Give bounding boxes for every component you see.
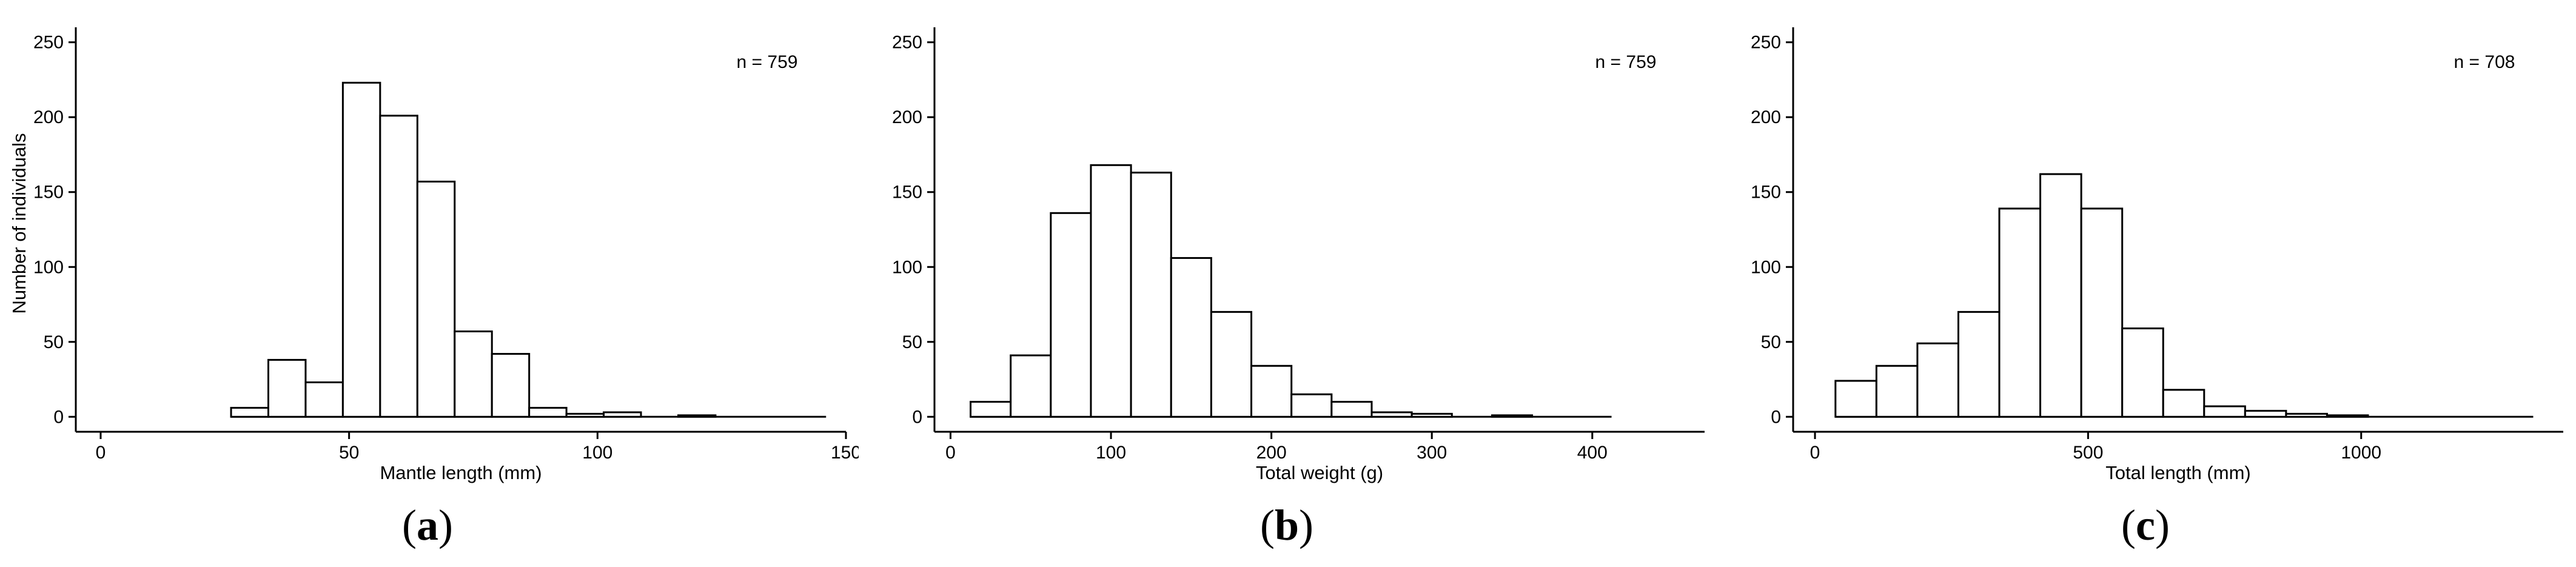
x-axis-title: Total length (mm) <box>2105 462 2250 483</box>
histogram-bar <box>528 406 568 418</box>
histogram-bar <box>1210 310 1253 418</box>
histogram-bar <box>1090 164 1132 418</box>
panel-label-b-letter: b <box>1274 501 1300 549</box>
sample-size-annotation: n = 708 <box>2454 52 2515 72</box>
histogram-bar <box>1130 172 1172 418</box>
histogram-panel-c: 0 50 100 150 200 250 0 500 1000 Total length (mm)… <box>1751 27 2563 483</box>
histogram-bar <box>2203 405 2246 418</box>
x-tick-label: 100 <box>1096 443 1126 463</box>
histogram-bar <box>1410 412 1453 418</box>
y-tick-label: 250 <box>892 33 922 53</box>
x-tick-label: 0 <box>1810 443 1820 463</box>
histogram-panel-a: 0 50 100 150 200 250 0 50 100 150 Mantle length (m… <box>8 27 859 483</box>
histogram-bar <box>1834 380 1877 418</box>
y-tick-label: 100 <box>1751 257 1781 277</box>
y-tick-label: 100 <box>33 257 64 277</box>
histogram-bar <box>1050 212 1092 418</box>
histogram-bar <box>1010 354 1052 418</box>
histogram-bar <box>491 353 531 418</box>
histogram-bar <box>230 406 270 418</box>
panel-label-b: (b) <box>1259 501 1313 549</box>
histogram-bar <box>1875 364 1919 418</box>
histogram-bar <box>1957 310 2001 418</box>
histogram-bar <box>2039 173 2082 418</box>
x-tick-label: 50 <box>339 443 359 463</box>
x-tick-label: 1000 <box>2341 443 2381 463</box>
histogram-bar <box>565 412 605 418</box>
y-tick-label: 0 <box>53 407 64 427</box>
y-tick-label: 0 <box>912 407 922 427</box>
histogram-bar <box>341 81 381 418</box>
y-tick-label: 250 <box>1751 33 1781 53</box>
x-tick-label: 0 <box>945 443 956 463</box>
histogram-bar <box>454 330 493 418</box>
y-tick-label: 250 <box>33 33 64 53</box>
histogram-bar <box>1170 257 1212 418</box>
histogram-bar <box>2244 409 2287 418</box>
histogram-bar <box>267 358 307 418</box>
x-tick-label: 0 <box>96 443 106 463</box>
histogram-bar <box>1491 414 1534 418</box>
panel-label-c: (c) <box>2121 501 2170 549</box>
y-tick-label: 150 <box>1751 183 1781 203</box>
y-tick-label: 50 <box>44 332 64 352</box>
histogram-bar <box>2285 412 2328 418</box>
y-tick-label: 50 <box>902 332 922 352</box>
x-tick-label: 150 <box>831 443 859 463</box>
x-tick-label: 400 <box>1577 443 1608 463</box>
y-tick-label: 150 <box>33 183 64 203</box>
histogram-bar <box>1330 401 1373 418</box>
histogram-bar <box>1290 393 1333 418</box>
sample-size-annotation: n = 759 <box>737 52 798 72</box>
histogram-panel-b: 0 50 100 150 200 250 0 100 200 300 400 Total weight… <box>892 27 1705 483</box>
histogram-bar <box>379 115 418 418</box>
histogram-bar <box>1250 364 1293 418</box>
y-tick-label: 0 <box>1771 407 1781 427</box>
histogram-bar <box>1370 411 1413 418</box>
y-axis-title: Number of individuals <box>8 133 30 314</box>
histogram-bar <box>416 180 456 418</box>
panel-label-a: (a) <box>402 501 453 549</box>
x-tick-label: 200 <box>1256 443 1287 463</box>
y-tick-label: 50 <box>1761 332 1781 352</box>
histogram-bar <box>603 411 642 418</box>
x-tick-label: 100 <box>582 443 612 463</box>
y-tick-label: 100 <box>892 257 922 277</box>
x-tick-label: 500 <box>2073 443 2103 463</box>
histogram-bar <box>2080 207 2124 418</box>
histogram-bar <box>970 401 1012 418</box>
histogram-bar <box>2326 414 2369 418</box>
histogram-bar <box>677 414 717 418</box>
y-tick-label: 200 <box>892 107 922 127</box>
y-tick-label: 150 <box>892 183 922 203</box>
y-tick-label: 200 <box>1751 107 1781 127</box>
y-tick-label: 200 <box>33 107 64 127</box>
sample-size-annotation: n = 759 <box>1595 52 1657 72</box>
panel-label-c-letter: c <box>2136 501 2155 549</box>
histogram-bar <box>1998 207 2042 418</box>
panel-label-a-letter: a <box>417 501 438 549</box>
histogram-bar <box>1916 342 1959 418</box>
histogram-bar <box>2162 389 2205 418</box>
histogram-bar <box>304 381 344 418</box>
x-axis-title: Total weight (g) <box>1256 462 1383 483</box>
x-axis-title: Mantle length (mm) <box>380 462 542 483</box>
x-tick-label: 300 <box>1417 443 1447 463</box>
histogram-bar <box>2121 327 2164 418</box>
